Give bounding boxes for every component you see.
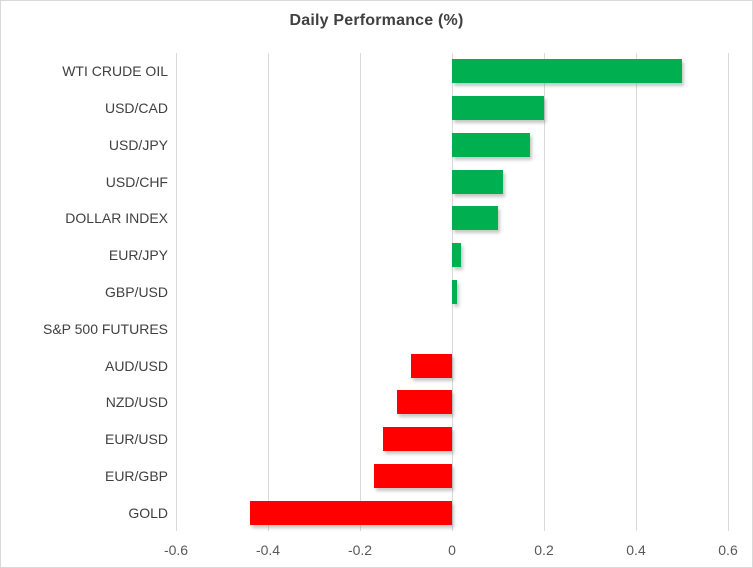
gridline [543, 53, 545, 531]
x-tick-label: 0 [448, 542, 456, 558]
category-label: AUD/USD [104, 357, 168, 374]
bar-positive-dollar-index [452, 206, 498, 231]
category-label: GOLD [128, 504, 168, 521]
bar-positive-eur-jpy [452, 243, 462, 268]
bar-positive-usd-chf [452, 169, 503, 194]
category-label: EUR/USD [104, 431, 168, 448]
category-label: EUR/JPY [108, 247, 168, 264]
x-tick-label: 0.4 [626, 542, 646, 558]
category-label: WTI CRUDE OIL [62, 63, 168, 80]
x-tick-label: 0.2 [534, 542, 554, 558]
bar-negative-eur-usd [383, 427, 452, 452]
bar-positive-usd-jpy [452, 132, 531, 157]
category-label: DOLLAR INDEX [65, 210, 168, 227]
bar-positive-gbp-usd [452, 280, 457, 304]
gridline [267, 53, 269, 531]
chart-title: Daily Performance (%) [289, 12, 464, 29]
x-tick-label: -0.6 [163, 542, 189, 558]
bar-negative-eur-gbp [373, 463, 452, 488]
bar-negative-aud-usd [410, 353, 452, 378]
gridline [635, 53, 637, 531]
category-label: S&P 500 FUTURES [42, 320, 168, 337]
x-tick-label: -0.2 [347, 542, 373, 558]
bar-negative-gold [249, 500, 452, 525]
category-label: USD/CHF [105, 173, 168, 190]
x-tick-label: -0.4 [255, 542, 281, 558]
category-label: EUR/GBP [104, 467, 168, 484]
bar-negative-nzd-usd [396, 390, 452, 415]
gridline [175, 53, 177, 531]
bar-positive-wti-crude-oil [452, 59, 682, 84]
category-label: USD/CAD [104, 100, 168, 117]
plot-area [175, 53, 729, 531]
gridline [359, 53, 361, 531]
bar-positive-usd-cad [452, 96, 544, 121]
x-tick-label: 0.6 [718, 542, 738, 558]
category-label: GBP/USD [104, 284, 168, 300]
gridline [727, 53, 729, 531]
category-label: NZD/USD [105, 394, 168, 411]
category-label: USD/JPY [108, 136, 168, 153]
